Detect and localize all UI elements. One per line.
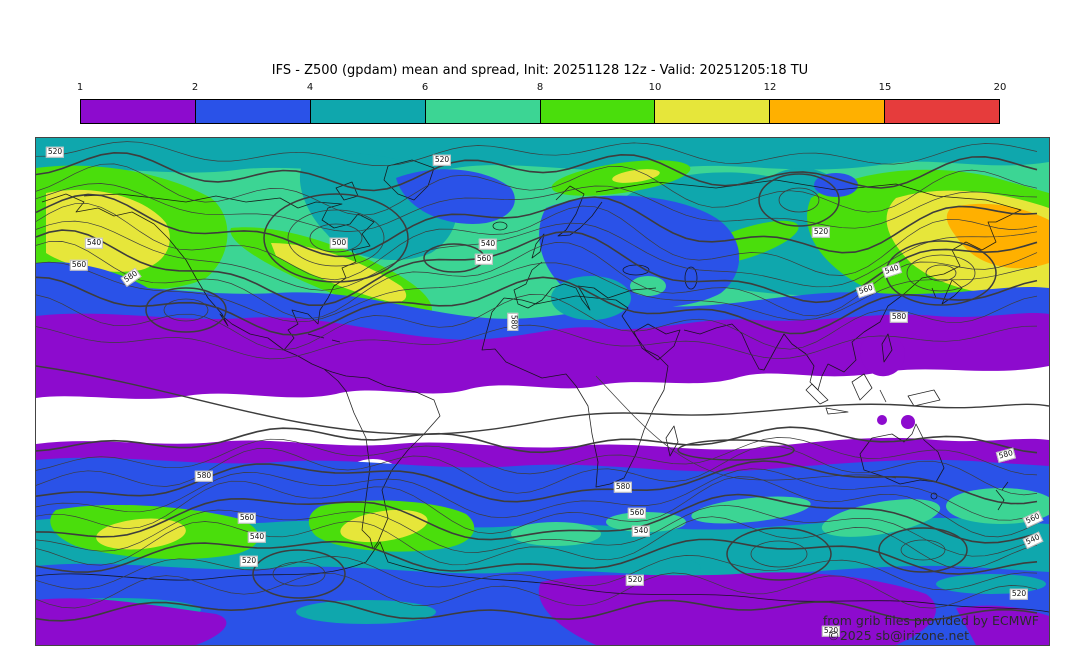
plot-title: IFS - Z500 (gpdam) mean and spread, Init… — [271, 63, 809, 78]
contour-line — [36, 504, 1038, 557]
contour-line — [36, 141, 1038, 167]
contour-loop — [287, 209, 385, 267]
contour-line — [36, 493, 1038, 544]
contour-line — [36, 220, 1038, 291]
contour-line — [36, 476, 1038, 538]
colorbar-tick-1: 1 — [76, 82, 84, 93]
contour-line — [36, 538, 1038, 575]
colorbar-segment-8-10 — [539, 100, 655, 123]
colorbar-segment-1-2 — [81, 100, 195, 123]
contour-loop — [145, 287, 227, 333]
attribution-source: from grib files provided by ECMWF — [822, 613, 1039, 628]
contour-line — [36, 437, 1038, 476]
contour-line — [595, 375, 897, 481]
contour-line — [36, 468, 1038, 521]
contour-loop — [778, 187, 820, 213]
contour-line — [36, 229, 1038, 306]
contour-loop — [758, 173, 840, 227]
colorbar-tick-12: 12 — [763, 82, 777, 93]
colorbar-tick-labels: 1 2 4 6 8 10 12 15 20 — [76, 82, 1007, 96]
colorbar-tick-6: 6 — [421, 82, 429, 93]
contour-line — [36, 572, 1038, 609]
contour-line — [36, 365, 1049, 435]
contour-loop — [925, 264, 957, 282]
contour-loop — [163, 298, 209, 322]
map-plot — [36, 138, 1049, 645]
contour-line — [36, 163, 1038, 216]
contour-loop — [309, 223, 363, 253]
colorbar-tick-4: 4 — [306, 82, 314, 93]
colorbar — [80, 99, 1000, 124]
contour-loop — [677, 439, 795, 461]
colorbar-segment-4-6 — [309, 100, 425, 123]
contour-line — [36, 555, 1038, 591]
contour-line — [36, 193, 1038, 258]
colorbar-tick-15: 15 — [878, 82, 892, 93]
contour-line — [36, 426, 1038, 454]
contour-loop — [263, 193, 409, 283]
colorbar-tick-20: 20 — [993, 82, 1007, 93]
colorbar-tick-10: 10 — [648, 82, 662, 93]
spread-fill-field — [36, 138, 1049, 645]
contour-line — [36, 324, 1038, 360]
colorbar-segment-6-8 — [424, 100, 540, 123]
colorbar-tick-8: 8 — [536, 82, 544, 93]
contour-loop — [750, 540, 808, 568]
colorbar-tick-2: 2 — [191, 82, 199, 93]
colorbar-segment-15-20 — [884, 100, 999, 123]
contour-line — [36, 203, 1038, 281]
coastlines — [36, 159, 1049, 613]
contour-loop — [900, 539, 946, 561]
colorbar-segment-2-4 — [194, 100, 310, 123]
contour-line — [36, 151, 1038, 192]
contour-loop — [906, 254, 976, 292]
map-frame: 520 540 560 580 500 520 540 560 520 540 560 580 580 5… — [35, 137, 1050, 646]
contour-loop — [252, 549, 346, 599]
contour-loop — [272, 561, 326, 587]
contour-line — [36, 516, 1038, 570]
contour-loop — [878, 527, 968, 573]
colorbar-segment-10-12 — [654, 100, 770, 123]
attribution-copyright: ©2025 sb@irizone.net — [827, 628, 969, 643]
contour-line — [36, 183, 1038, 232]
contour-loop — [726, 527, 832, 581]
contour-line — [36, 599, 1038, 622]
contour-line — [36, 294, 1038, 351]
colorbar-segment-12-15 — [769, 100, 885, 123]
contour-line — [36, 276, 1038, 336]
